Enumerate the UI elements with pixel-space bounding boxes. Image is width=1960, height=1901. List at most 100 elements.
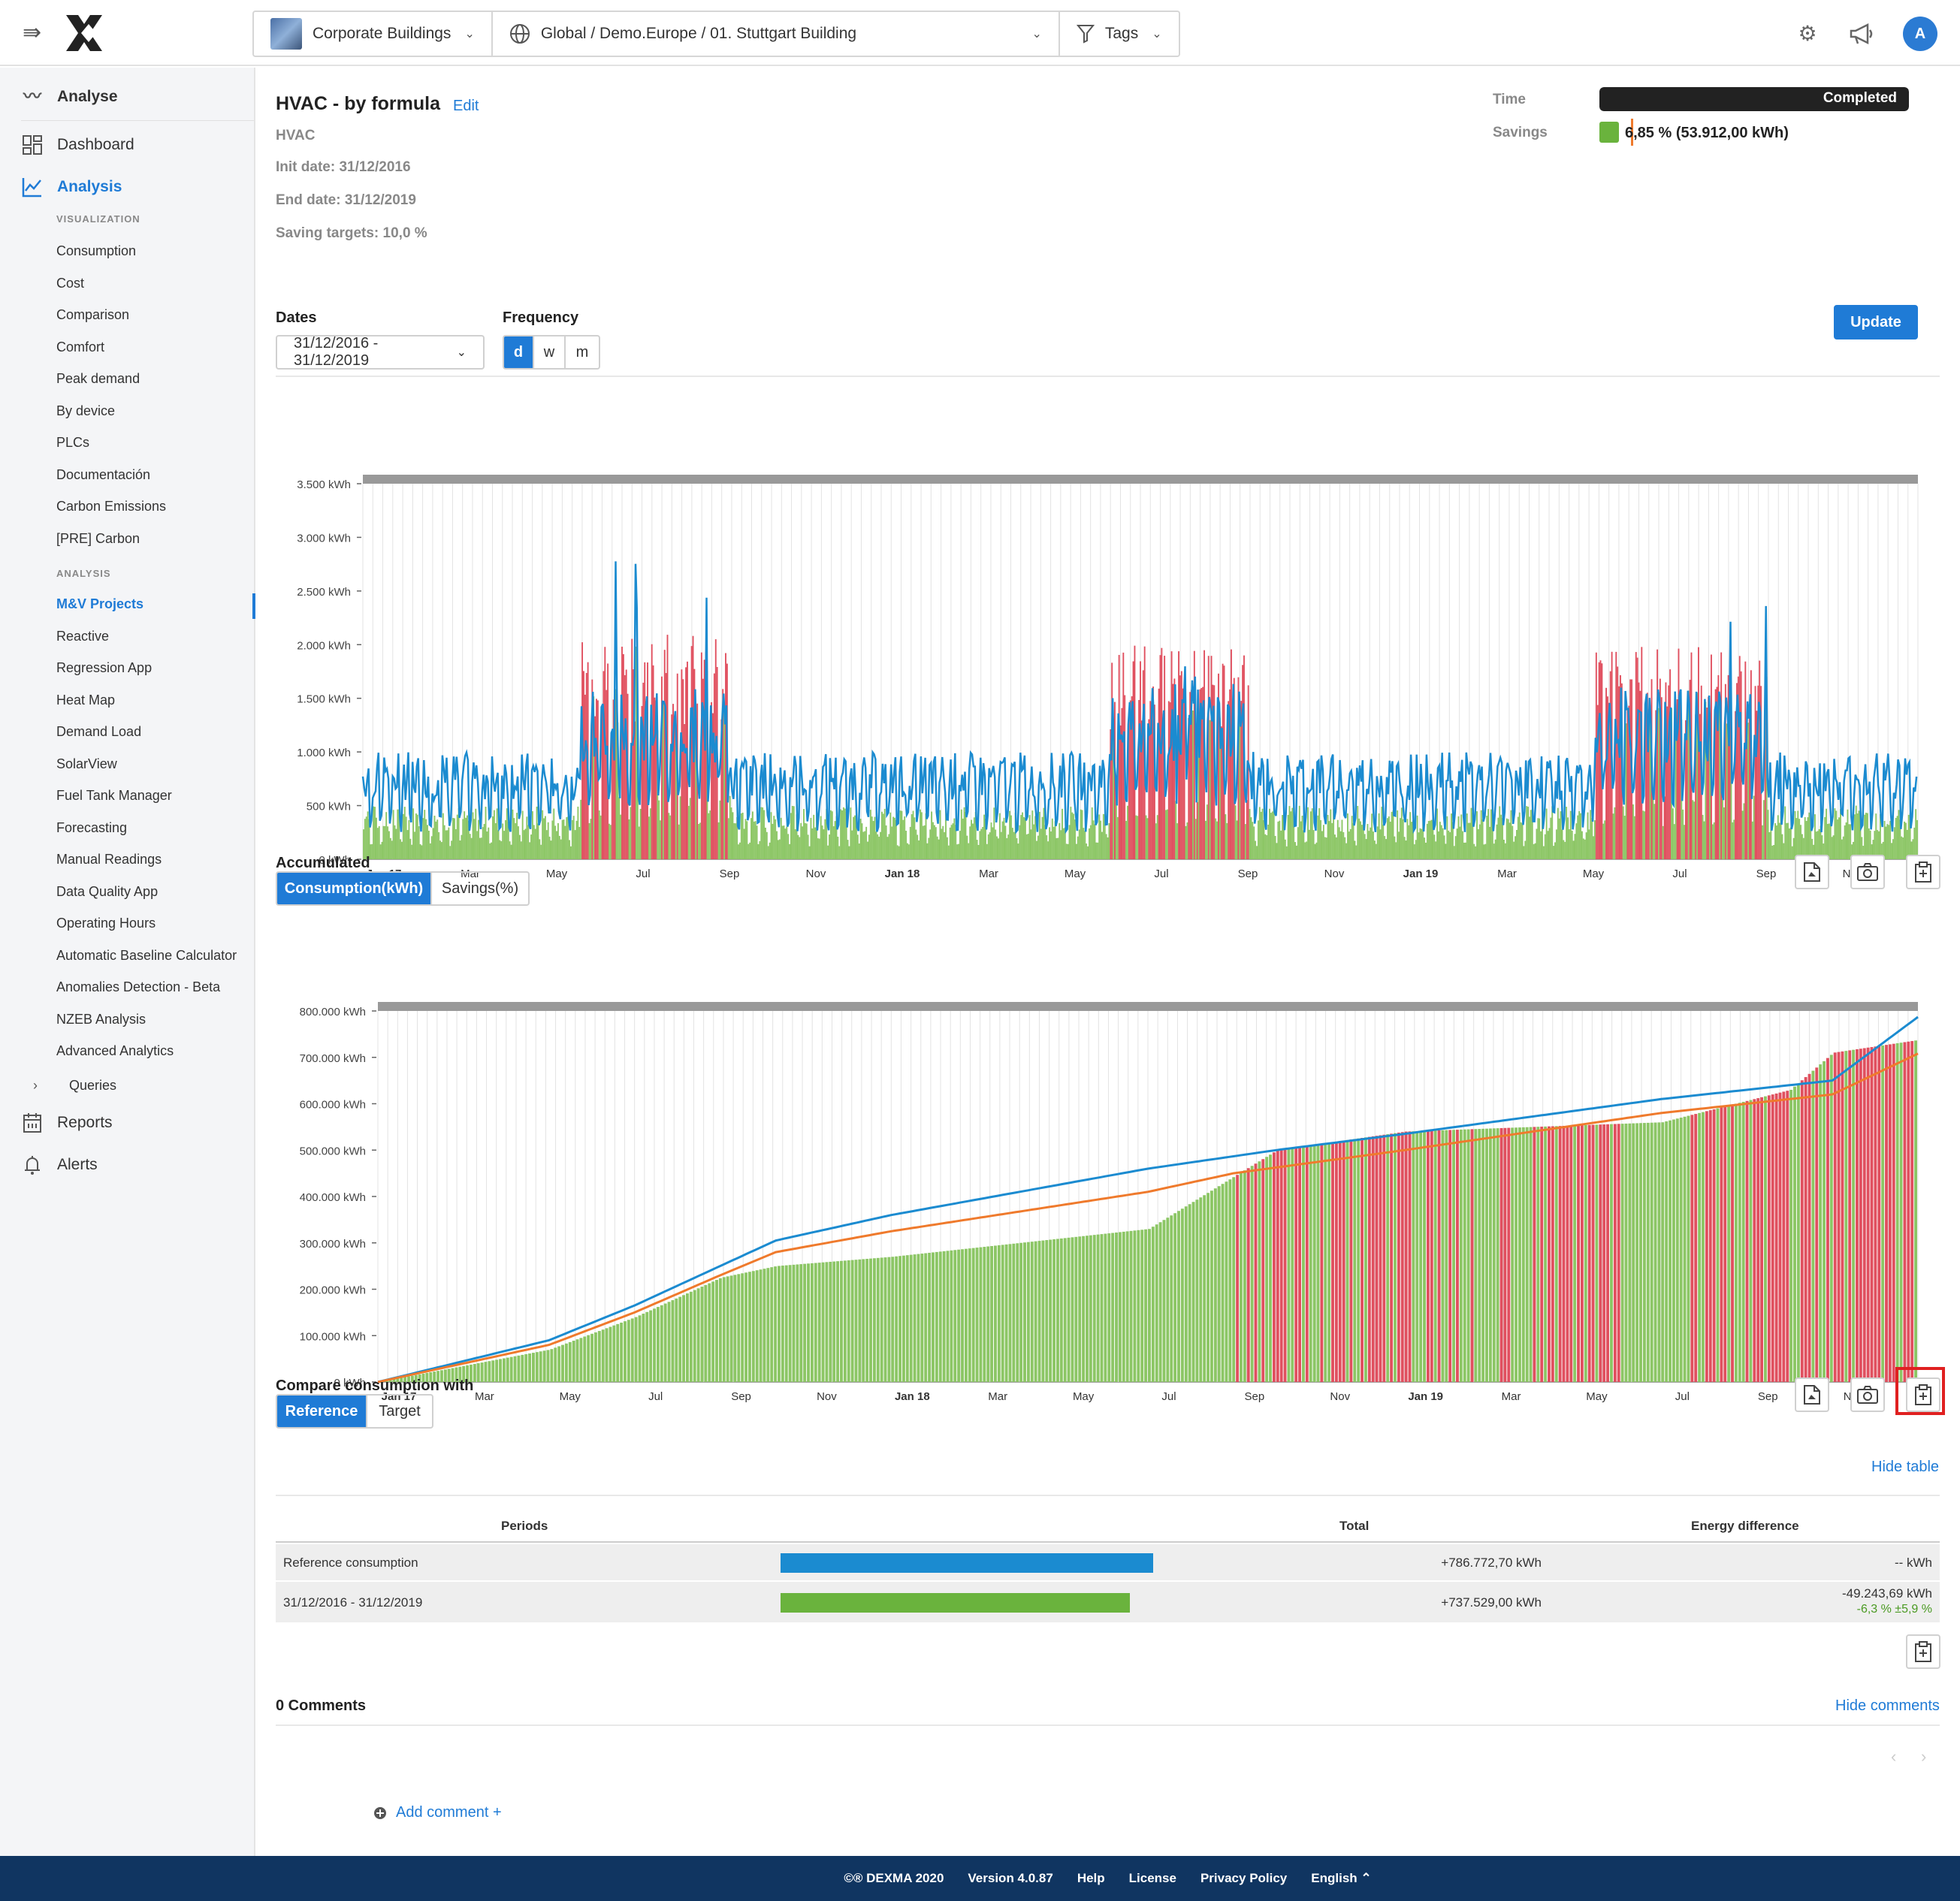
export-document-button[interactable] bbox=[1795, 1377, 1829, 1412]
consumption-bar bbox=[980, 828, 983, 859]
prev-page-icon[interactable]: ‹ bbox=[1891, 1747, 1897, 1766]
sidebar-item-operating-hours[interactable]: Operating Hours bbox=[56, 916, 156, 931]
screenshot-button[interactable] bbox=[1850, 855, 1885, 889]
sidebar-item-plcs[interactable]: PLCs bbox=[56, 435, 90, 450]
help-link[interactable]: Help bbox=[1077, 1871, 1105, 1885]
consumption-bar bbox=[1010, 815, 1012, 859]
sidebar-item-regression-app[interactable]: Regression App bbox=[56, 660, 153, 675]
sidebar-item-alerts[interactable]: Alerts bbox=[21, 1154, 98, 1176]
consumption-bar bbox=[577, 806, 579, 859]
consumption-bar bbox=[578, 827, 581, 859]
sidebar-item-dashboard[interactable]: Dashboard bbox=[21, 134, 134, 156]
sidebar-item-advanced-analytics[interactable]: Advanced Analytics bbox=[56, 1043, 174, 1058]
consumption-bar bbox=[746, 821, 748, 859]
sidebar-item-consumption[interactable]: Consumption bbox=[56, 243, 137, 258]
sidebar-item-pre-carbon[interactable]: [PRE] Carbon bbox=[56, 530, 140, 546]
consumption-bar bbox=[1521, 823, 1524, 859]
screenshot-button[interactable] bbox=[1850, 1377, 1885, 1412]
sidebar-item-documentaci-n[interactable]: Documentación bbox=[56, 466, 151, 482]
sidebar-item-nzeb-analysis[interactable]: NZEB Analysis bbox=[56, 1011, 146, 1027]
consumption-bar bbox=[1043, 807, 1045, 859]
sidebar-item-reports[interactable]: Reports bbox=[21, 1112, 113, 1134]
accumulated-bar bbox=[1437, 1130, 1441, 1382]
avatar[interactable]: A bbox=[1903, 17, 1937, 51]
sidebar-item-data-quality-app[interactable]: Data Quality App bbox=[56, 883, 159, 899]
consumption-bar bbox=[1237, 677, 1240, 859]
consumption-bar bbox=[1723, 807, 1725, 859]
frequency-week[interactable]: w bbox=[534, 336, 566, 368]
tab-target[interactable]: Target bbox=[379, 1402, 421, 1420]
frequency-month[interactable]: m bbox=[575, 343, 589, 361]
consumption-bar bbox=[1853, 814, 1856, 859]
location-selector[interactable]: Global / Demo.Europe / 01. Stuttgart Bui… bbox=[493, 12, 1060, 56]
privacy-link[interactable]: Privacy Policy bbox=[1200, 1871, 1288, 1885]
sidebar-item-solarview[interactable]: SolarView bbox=[56, 756, 117, 771]
hide-table-link[interactable]: Hide table bbox=[1871, 1459, 1940, 1475]
consumption-bar bbox=[770, 812, 772, 859]
tab-consumption[interactable]: Consumption(kWh) bbox=[277, 873, 432, 904]
consumption-bar bbox=[1649, 717, 1651, 859]
tags-filter[interactable]: Tags ⌄ bbox=[1060, 12, 1179, 56]
consumption-bar bbox=[630, 807, 632, 859]
sidebar-item-queries[interactable]: › Queries bbox=[27, 1074, 116, 1097]
consumption-bar bbox=[1885, 826, 1887, 859]
tab-savings[interactable]: Savings(%) bbox=[441, 880, 519, 897]
sidebar-item-peak-demand[interactable]: Peak demand bbox=[56, 371, 140, 386]
export-document-button[interactable] bbox=[1795, 855, 1829, 889]
consumption-bar bbox=[429, 843, 431, 859]
consumption-bar bbox=[1373, 840, 1376, 859]
tab-reference[interactable]: Reference bbox=[277, 1396, 367, 1427]
consumption-bar bbox=[510, 844, 512, 859]
organization-selector[interactable]: Corporate Buildings ⌄ bbox=[254, 12, 493, 56]
sidebar-item-reactive[interactable]: Reactive bbox=[56, 628, 110, 644]
sidebar-item-comparison[interactable]: Comparison bbox=[56, 307, 130, 322]
consumption-bar bbox=[958, 843, 959, 859]
consumption-bar bbox=[590, 819, 592, 859]
dexma-logo[interactable] bbox=[63, 14, 105, 53]
sidebar-analyse[interactable]: 〰 Analyse bbox=[21, 86, 118, 108]
add-to-report-button[interactable] bbox=[1906, 855, 1940, 889]
next-page-icon[interactable]: › bbox=[1921, 1747, 1927, 1766]
consumption-bar bbox=[1625, 723, 1627, 859]
sidebar-item-manual-readings[interactable]: Manual Readings bbox=[56, 852, 162, 867]
sidebar-item-analysis[interactable]: Analysis bbox=[21, 176, 122, 198]
consumption-bar bbox=[470, 837, 473, 859]
accumulated-bar bbox=[1148, 1229, 1151, 1382]
megaphone-icon[interactable] bbox=[1849, 23, 1874, 45]
accumulated-bar bbox=[488, 1361, 491, 1382]
accumulated-bar bbox=[568, 1341, 572, 1382]
accumulated-bar bbox=[587, 1335, 590, 1382]
sidebar-item-heat-map[interactable]: Heat Map bbox=[56, 692, 116, 708]
sidebar-item-demand-load[interactable]: Demand Load bbox=[56, 724, 142, 739]
accumulated-bar bbox=[470, 1364, 473, 1382]
language-selector[interactable]: English ⌃ bbox=[1311, 1871, 1372, 1885]
sidebar-item-anomalies-detection-beta[interactable]: Anomalies Detection - Beta bbox=[56, 979, 221, 994]
add-to-report-button[interactable] bbox=[1906, 1377, 1940, 1412]
sidebar-item-carbon-emissions[interactable]: Carbon Emissions bbox=[56, 499, 167, 514]
edit-link[interactable]: Edit bbox=[453, 98, 479, 114]
sidebar-item-comfort[interactable]: Comfort bbox=[56, 339, 105, 355]
update-button[interactable]: Update bbox=[1834, 305, 1918, 339]
hide-comments-link[interactable]: Hide comments bbox=[1835, 1697, 1940, 1714]
accumulated-bar bbox=[1045, 1240, 1049, 1382]
sidebar-item-fuel-tank-manager[interactable]: Fuel Tank Manager bbox=[56, 788, 172, 803]
sidebar-item-m-v-projects[interactable]: M&V Projects bbox=[56, 596, 144, 611]
consumption-bar bbox=[433, 816, 436, 859]
consumption-bar bbox=[1236, 820, 1238, 859]
consumption-bar bbox=[382, 825, 385, 859]
add-comment-button[interactable]: Add comment + bbox=[373, 1804, 502, 1821]
sidebar-item-forecasting[interactable]: Forecasting bbox=[56, 819, 128, 835]
add-table-to-report-button[interactable] bbox=[1906, 1634, 1940, 1669]
license-link[interactable]: License bbox=[1128, 1871, 1176, 1885]
consumption-bar bbox=[411, 844, 413, 859]
dates-dropdown[interactable]: 31/12/2016 - 31/12/2019 ⌄ bbox=[276, 335, 485, 370]
gear-icon[interactable]: ⚙ bbox=[1798, 22, 1817, 45]
menu-toggle-icon[interactable]: ⇛ bbox=[23, 20, 42, 45]
accumulated-bar bbox=[1082, 1236, 1086, 1382]
consumption-bar bbox=[945, 810, 947, 859]
consumption-bar bbox=[1746, 720, 1748, 859]
sidebar-item-automatic-baseline-calculator[interactable]: Automatic Baseline Calculator bbox=[56, 947, 237, 963]
frequency-day[interactable]: d bbox=[504, 336, 534, 368]
sidebar-item-by-device[interactable]: By device bbox=[56, 403, 116, 418]
sidebar-item-cost[interactable]: Cost bbox=[56, 275, 85, 291]
